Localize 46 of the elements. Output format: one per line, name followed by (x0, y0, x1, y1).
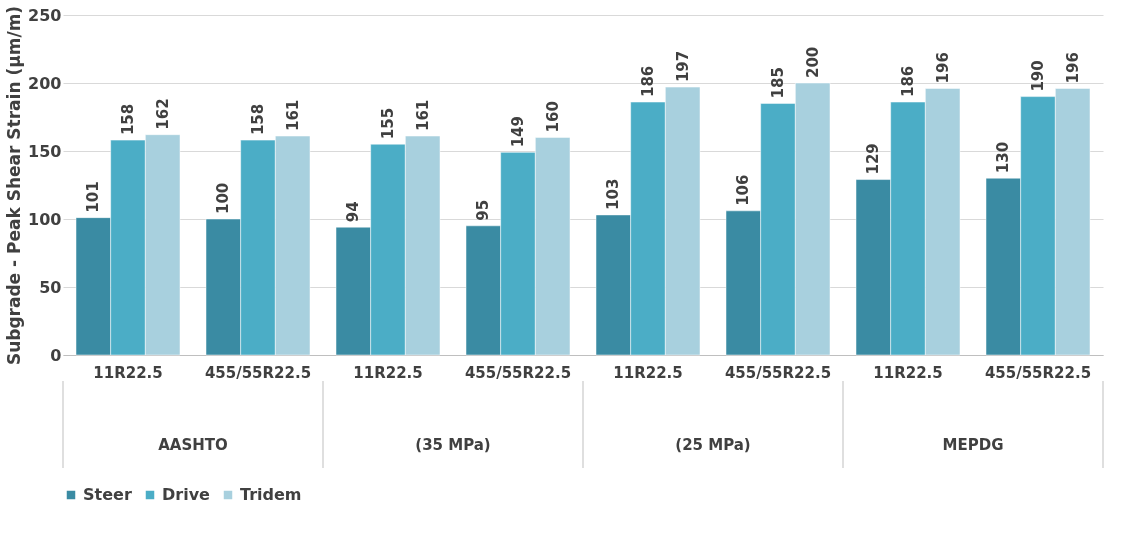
y-tick-label: 0 (50, 345, 62, 365)
y-tick-label: 150 (28, 141, 62, 161)
data-label: 94 (344, 201, 363, 223)
text: MEPDG (942, 436, 1004, 454)
data-label: 160 (543, 101, 562, 133)
x-tick-label: 11R22.5 (93, 363, 163, 382)
data-label: 162 (153, 98, 172, 130)
data-label: 161 (413, 99, 432, 132)
data-label: 103 (604, 178, 623, 210)
text: (25 MPa) (675, 436, 751, 454)
data-label: 149 (509, 116, 527, 148)
legend-label: Drive (162, 485, 211, 504)
data-label: 95 (474, 199, 493, 221)
data-label: 185 (769, 67, 787, 99)
data-label: 200 (803, 46, 822, 78)
y-tick-label: 200 (28, 73, 62, 93)
data-label: 106 (734, 174, 753, 206)
data-label: 101 (84, 181, 103, 213)
text: (35 MPa) (415, 436, 491, 454)
data-label: 186 (639, 65, 657, 98)
text: AASHTO (158, 436, 228, 454)
data-label: 196 (933, 52, 952, 84)
data-label: 155 (379, 107, 397, 140)
x-tick-label: 455/55R22.5 (724, 363, 832, 382)
data-label: 196 (1063, 52, 1082, 84)
y-tick-label: 250 (28, 5, 62, 25)
x-tick-label: 11R22.5 (873, 363, 943, 382)
data-label: 197 (673, 50, 692, 83)
data-label: 100 (214, 182, 233, 214)
y-axis-title: Subgrade - Peak Shear Strain (µm/m) (4, 5, 25, 366)
data-label: 129 (864, 143, 883, 175)
x-tick-label: 455/55R22.5 (204, 363, 312, 382)
data-label: 158 (119, 103, 137, 136)
data-label: 186 (899, 65, 917, 98)
y-tick-label: 100 (28, 209, 62, 229)
data-label: 190 (1029, 60, 1047, 92)
data-label: 130 (994, 141, 1013, 174)
data-label: 158 (249, 103, 267, 136)
x-tick-label: 455/55R22.5 (464, 363, 572, 382)
x-tick-label: 11R22.5 (353, 363, 423, 382)
x-tick-label: 455/55R22.5 (984, 363, 1092, 382)
legend-label: Steer (83, 485, 132, 504)
x-tick-label: 11R22.5 (613, 363, 683, 382)
legend-label: Tridem (240, 485, 302, 504)
y-tick-label: 50 (39, 277, 62, 297)
data-label: 161 (283, 99, 302, 132)
